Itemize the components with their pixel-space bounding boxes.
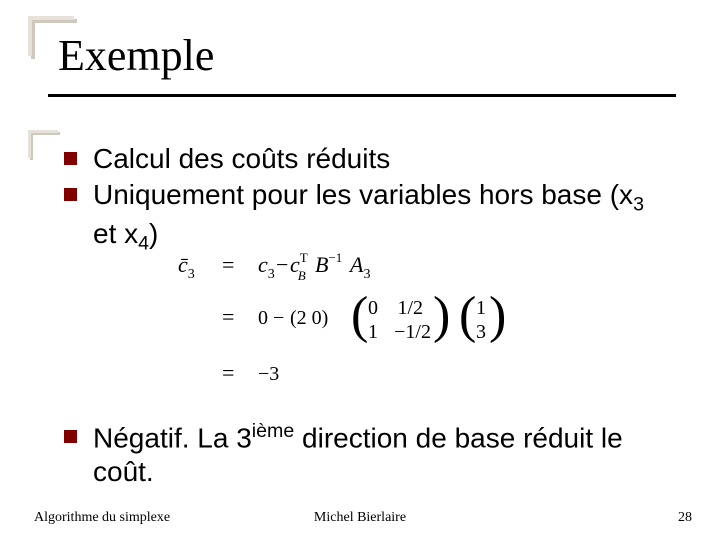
math-var: c̄3 <box>178 252 195 282</box>
matrix-cell: 1 <box>368 321 378 343</box>
superscript: ième <box>252 420 294 442</box>
bullet-list: Calcul des coûts réduits Uniquement pour… <box>64 142 674 258</box>
list-item: Calcul des coûts réduits <box>64 142 674 176</box>
subscript: 3 <box>633 193 644 215</box>
equals-sign: = <box>222 360 234 385</box>
minus-sign: − <box>273 307 284 329</box>
text-fragment: Négatif. La 3 <box>93 422 252 453</box>
paren-left: ( <box>459 287 476 344</box>
vector-cell: 3 <box>476 321 486 343</box>
bullet-text: Uniquement pour les variables hors base … <box>93 178 674 256</box>
equals-sign: = <box>222 252 234 277</box>
bullet-text: Calcul des coûts réduits <box>93 142 390 176</box>
list-item: Uniquement pour les variables hors base … <box>64 178 674 256</box>
math-var: cTB <box>290 252 308 283</box>
row-vector: (2 0) <box>290 307 328 329</box>
footer-author: Michel Bierlaire <box>0 510 720 526</box>
minus-sign: − <box>276 252 288 277</box>
equals-sign: = <box>222 304 234 329</box>
matrix-cell: 1/2 <box>397 297 423 319</box>
math-var: A3 <box>348 252 370 282</box>
text-fragment: Uniquement pour les variables hors base … <box>93 179 633 210</box>
corner-ornament-body <box>28 130 58 158</box>
bullet-icon <box>64 152 77 165</box>
paren-right: ) <box>489 287 506 344</box>
footer-page-number: 28 <box>678 510 692 526</box>
slide-title: Exemple <box>58 30 214 81</box>
math-scalar: 0 <box>258 307 268 329</box>
text-fragment: et x <box>93 218 138 249</box>
bullet-list-bottom: Négatif. La 3ième direction de base rédu… <box>64 420 684 491</box>
equation-block: c̄3 = c3 − cTB B−1 A3 = 0 − (2 0) ( 0 1 … <box>178 252 608 412</box>
subscript: 4 <box>138 232 149 254</box>
bullet-text: Négatif. La 3ième direction de base rédu… <box>93 420 684 489</box>
math-var: B−1 <box>315 252 342 277</box>
bullet-icon <box>64 430 77 443</box>
bullet-icon <box>64 188 77 201</box>
text-fragment: ) <box>149 218 158 249</box>
paren-left: ( <box>351 287 368 344</box>
paren-right: ) <box>433 287 450 344</box>
title-underline <box>48 94 676 97</box>
math-var: c3 <box>258 252 275 282</box>
vector-cell: 1 <box>476 297 486 319</box>
matrix-cell: 0 <box>368 297 378 319</box>
math-result: −3 <box>258 363 279 385</box>
list-item: Négatif. La 3ième direction de base rédu… <box>64 420 684 489</box>
matrix-cell: −1/2 <box>394 321 431 343</box>
